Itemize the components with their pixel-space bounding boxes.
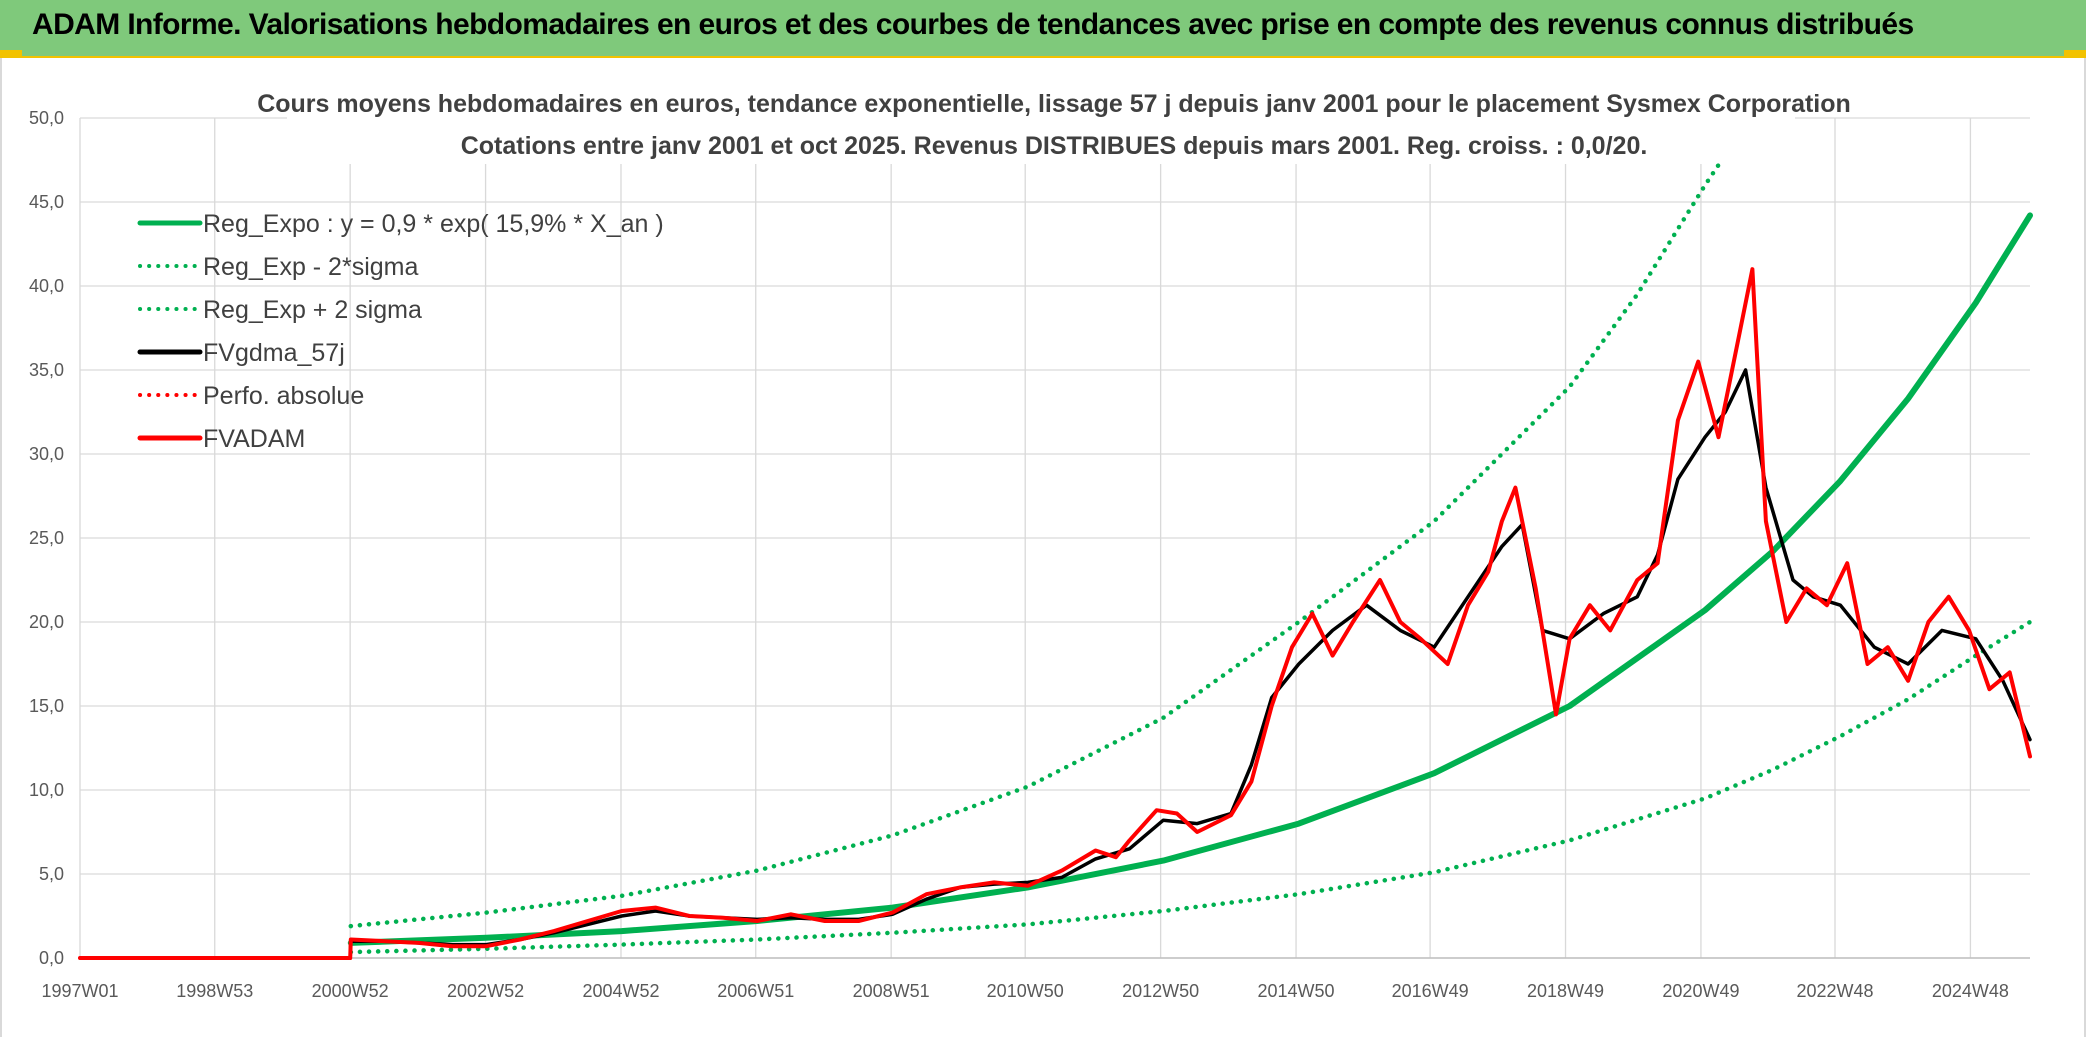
legend-label: Reg_Expo : y = 0,9 * exp( 15,9% * X_an ) — [203, 210, 664, 238]
legend: Reg_Expo : y = 0,9 * exp( 15,9% * X_an )… — [137, 210, 664, 453]
legend-label: Reg_Exp - 2*sigma — [203, 253, 418, 281]
header-corner-right — [2064, 50, 2086, 58]
x-tick-label: 2006W51 — [717, 981, 794, 1001]
series-line-0 — [347, 212, 2033, 946]
x-tick-label: 1998W53 — [176, 981, 253, 1001]
y-axis-ticks: 0,0 5,0 10,0 15,0 20,0 25,0 30,0 35,0 40,0 45,0 50… — [29, 108, 64, 968]
x-tick-label: 2012W50 — [1122, 981, 1199, 1001]
x-axis-ticks: 1997W01 1998W53 2000W52 2002W52 2004W52 2006W… — [41, 981, 2008, 1001]
legend-label: Perfo. absolue — [203, 382, 364, 410]
x-tick-label: 2024W48 — [1932, 981, 2009, 1001]
series-layer — [78, 162, 2033, 960]
horizontal-gridlines — [80, 117, 2030, 959]
x-tick-label: 2008W51 — [853, 981, 930, 1001]
y-tick-label: 45,0 — [29, 192, 64, 212]
vertical-gridlines — [79, 118, 1972, 958]
legend-label: FVADAM — [203, 425, 305, 453]
y-tick-label: 20,0 — [29, 612, 64, 632]
series-line-5 — [78, 267, 2032, 960]
chart-subtitle: Cotations entre janv 2001 et oct 2025. R… — [461, 132, 1648, 160]
series-line-2 — [348, 162, 1721, 929]
x-tick-label: 2010W50 — [987, 981, 1064, 1001]
series-line-1 — [348, 619, 2033, 955]
x-tick-label: 2018W49 — [1527, 981, 1604, 1001]
y-tick-label: 40,0 — [29, 276, 64, 296]
header-title: ADAM Informe. Valorisations hebdomadaire… — [32, 8, 1914, 41]
line-chart: 0,0 5,0 10,0 15,0 20,0 25,0 30,0 35,0 40,0 45,0 50… — [29, 84, 2033, 1001]
chart-title: Cours moyens hebdomadaires en euros, ten… — [257, 90, 1851, 118]
header-bar: ADAM Informe. Valorisations hebdomadaire… — [0, 0, 2086, 58]
y-tick-label: 30,0 — [29, 444, 64, 464]
chart-title-background — [287, 84, 1795, 164]
y-tick-label: 15,0 — [29, 696, 64, 716]
y-tick-label: 35,0 — [29, 360, 64, 380]
y-tick-label: 10,0 — [29, 780, 64, 800]
x-tick-label: 1997W01 — [41, 981, 118, 1001]
x-tick-label: 2016W49 — [1392, 981, 1469, 1001]
x-tick-label: 2002W52 — [447, 981, 524, 1001]
header-corner-left — [0, 50, 22, 58]
x-tick-label: 2022W48 — [1796, 981, 1873, 1001]
chart-frame: 0,0 5,0 10,0 15,0 20,0 25,0 30,0 35,0 40,0 45,0 50… — [0, 58, 2086, 1037]
x-tick-label: 2000W52 — [312, 981, 389, 1001]
x-tick-label: 2004W52 — [582, 981, 659, 1001]
x-tick-label: 2020W49 — [1662, 981, 1739, 1001]
y-tick-label: 50,0 — [29, 108, 64, 128]
y-tick-label: 25,0 — [29, 528, 64, 548]
x-tick-label: 2014W50 — [1258, 981, 1335, 1001]
series-line-3 — [78, 368, 2032, 960]
legend-label: Reg_Exp + 2 sigma — [203, 296, 422, 324]
y-tick-label: 5,0 — [39, 864, 64, 884]
legend-label: FVgdma_57j — [203, 339, 345, 367]
y-tick-label: 0,0 — [39, 948, 64, 968]
